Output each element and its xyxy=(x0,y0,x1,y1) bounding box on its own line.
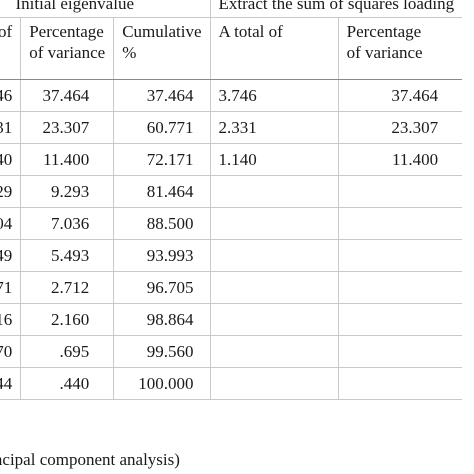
cumulative-cell: 37.464 xyxy=(113,79,211,112)
total-cell: .044 xyxy=(0,367,21,400)
total-cell: .271 xyxy=(0,271,21,304)
percentage-header-line1: Percentage xyxy=(29,22,104,41)
percentage-cell: 23.307 xyxy=(20,111,114,144)
eigenvalue-table: Initial eigenvalue Extract the sum of sq… xyxy=(0,0,463,400)
cumulative-cell: 81.464 xyxy=(113,175,211,208)
total-header-text: A total of xyxy=(0,22,13,41)
cumulative-cell: 96.705 xyxy=(113,271,211,304)
extract-total-cell xyxy=(209,271,339,304)
extract-total-cell xyxy=(209,303,339,336)
percentage-cell: 2.712 xyxy=(20,271,114,304)
total-column-header: A total of xyxy=(0,17,21,80)
total-cell: .929 xyxy=(0,175,21,208)
cumulative-column-header: Cumulative % xyxy=(113,17,211,80)
extract-percentage-cell: 37.464 xyxy=(337,79,463,112)
group-header-row: Initial eigenvalue Extract the sum of sq… xyxy=(0,0,463,18)
total-cell: .070 xyxy=(0,335,21,368)
extract-percentage-header-line1: Percentage xyxy=(346,22,422,41)
extract-percentage-header-line2: of variance xyxy=(346,43,423,62)
cumulative-cell: 60.771 xyxy=(113,111,211,144)
total-cell: .549 xyxy=(0,239,21,272)
extract-total-cell: 2.331 xyxy=(209,111,339,144)
percentage-cell: 9.293 xyxy=(20,175,114,208)
extract-percentage-cell xyxy=(337,207,463,240)
column-header-row: A total of Percentage of variance Cumula… xyxy=(0,17,463,80)
table-footnote: Extraction method: principal component a… xyxy=(0,450,180,469)
total-cell: .216 xyxy=(0,303,21,336)
cumulative-cell: 88.500 xyxy=(113,207,211,240)
cumulative-cell: 72.171 xyxy=(113,143,211,176)
extract-total-cell xyxy=(209,207,339,240)
extract-sum-header: Extract the sum of squares loading xyxy=(209,0,463,18)
cumulative-cell: 99.560 xyxy=(113,335,211,368)
percentage-cell: .440 xyxy=(20,367,114,400)
table-body: 3.74637.46437.4643.74637.4642.33123.3076… xyxy=(0,79,463,400)
extract-total-cell xyxy=(209,239,339,272)
total-cell: 2.331 xyxy=(0,111,21,144)
extract-percentage-cell xyxy=(337,239,463,272)
total-cell: .704 xyxy=(0,207,21,240)
cumulative-header-line1: Cumulative xyxy=(122,22,202,41)
extract-percentage-cell: 23.307 xyxy=(337,111,463,144)
extract-total-cell xyxy=(209,175,339,208)
cumulative-cell: 98.864 xyxy=(113,303,211,336)
percentage-column-header: Percentage of variance xyxy=(20,17,114,80)
total-cell: 1.140 xyxy=(0,143,21,176)
percentage-cell: 7.036 xyxy=(20,207,114,240)
percentage-cell: 37.464 xyxy=(20,79,114,112)
extract-total-cell: 1.140 xyxy=(209,143,339,176)
extract-percentage-cell xyxy=(337,303,463,336)
extract-percentage-cell: 11.400 xyxy=(337,143,463,176)
cumulative-cell: 100.000 xyxy=(113,367,211,400)
cumulative-header-line2: % xyxy=(122,43,137,62)
percentage-header-line2: of variance xyxy=(29,43,106,62)
extract-total-header-text: A total of xyxy=(218,22,283,41)
extract-total-cell xyxy=(209,367,339,400)
extract-percentage-cell xyxy=(337,271,463,304)
extract-total-column-header: A total of xyxy=(209,17,339,80)
percentage-cell: 11.400 xyxy=(20,143,114,176)
initial-eigenvalue-header: Initial eigenvalue xyxy=(0,0,211,18)
extract-percentage-cell xyxy=(337,175,463,208)
percentage-cell: 2.160 xyxy=(20,303,114,336)
extract-total-cell: 3.746 xyxy=(209,79,339,112)
percentage-cell: .695 xyxy=(20,335,114,368)
extract-percentage-column-header: Percentage of variance xyxy=(337,17,463,80)
total-cell: 3.746 xyxy=(0,79,21,112)
extract-percentage-cell xyxy=(337,367,463,400)
extract-percentage-cell xyxy=(337,335,463,368)
percentage-cell: 5.493 xyxy=(20,239,114,272)
cumulative-cell: 93.993 xyxy=(113,239,211,272)
extract-total-cell xyxy=(209,335,339,368)
